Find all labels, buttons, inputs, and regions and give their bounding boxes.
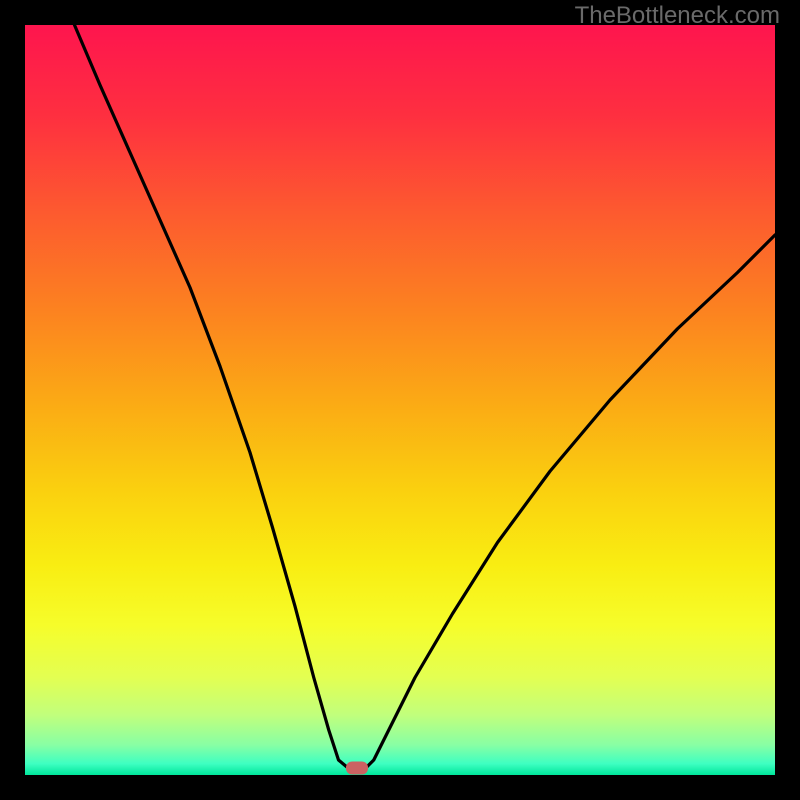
bottleneck-curve [75,25,776,768]
chart-curve-svg [25,25,775,775]
chart-plot-area [25,25,775,775]
chart-frame [0,0,800,800]
watermark-text: TheBottleneck.com [575,2,780,30]
optimal-point-marker [346,761,368,774]
